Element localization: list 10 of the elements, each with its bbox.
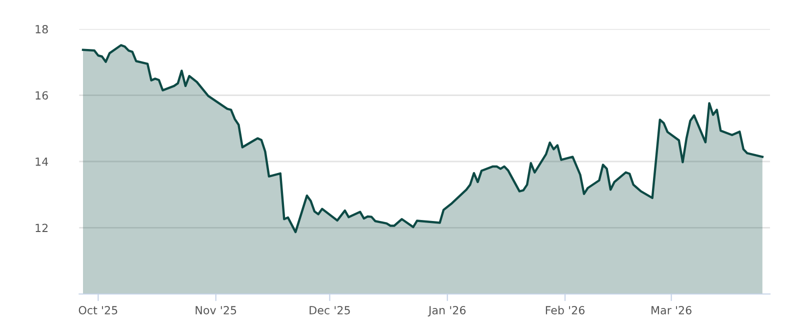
x-tick-label: Dec '25	[310, 306, 350, 314]
y-tick-label: 12	[36, 224, 48, 232]
x-tick-label: Jan '26	[428, 306, 466, 316]
y-tick-label: 18	[36, 24, 48, 34]
x-tick-label: Feb '26	[546, 306, 585, 314]
y-tick-label: 16	[36, 91, 48, 100]
x-tick-label: Nov '25	[196, 306, 236, 314]
x-tick-label: Oct '25	[78, 306, 118, 314]
y-tick-label: 14	[36, 158, 48, 166]
x-tick-label: Mar '26	[652, 306, 692, 314]
